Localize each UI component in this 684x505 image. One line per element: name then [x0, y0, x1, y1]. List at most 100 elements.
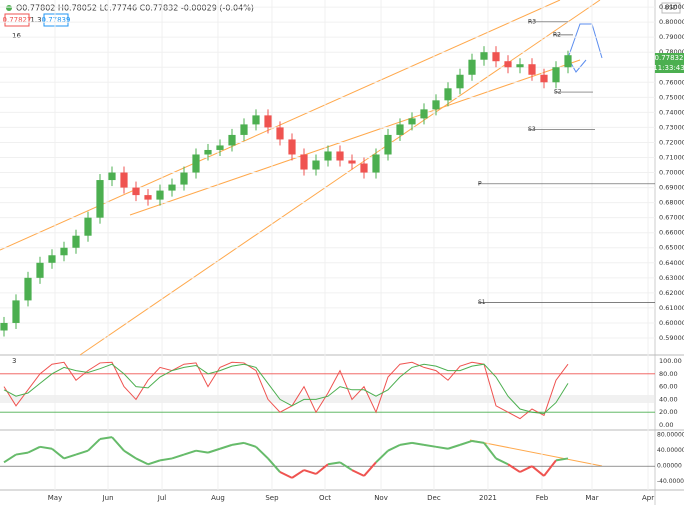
y-tick-label: 40.00000 [657, 447, 684, 454]
y-tick-label: 20.00 [659, 408, 678, 416]
trend-line [79, 0, 601, 356]
momentum-segment [51, 447, 65, 460]
momentum-segment [195, 449, 209, 454]
y-tick-label: 0.79000 [659, 33, 684, 41]
momentum-segment [483, 442, 497, 460]
momentum-segment [99, 436, 113, 441]
momentum-segment [159, 457, 173, 462]
currency: USD [665, 5, 678, 12]
y-tick-label: 0.65000 [659, 244, 684, 252]
x-tick-label: Aug [211, 494, 225, 502]
candle-body [144, 195, 152, 200]
candle-body [168, 184, 176, 191]
momentum-segment [147, 459, 161, 466]
y-tick-label: 0.76000 [659, 78, 684, 86]
candle-body [216, 145, 224, 150]
x-tick-label: May [48, 494, 62, 502]
y-tick-label: 0.71000 [659, 153, 684, 161]
momentum-segment [339, 461, 353, 471]
currency-box[interactable] [661, 2, 681, 14]
pivot-label: S1 [478, 299, 486, 306]
x-tick-label: Oct [319, 494, 331, 502]
candle-body [336, 151, 344, 161]
y-tick-label: 0.61000 [659, 304, 684, 312]
y-tick-label: 100.00 [659, 357, 682, 365]
candle-body [516, 64, 524, 68]
y-tick-label: 0.74000 [659, 108, 684, 116]
momentum-segment [435, 445, 449, 450]
trend-line [469, 439, 603, 467]
momentum-segment [243, 441, 257, 448]
momentum-segment [27, 445, 41, 454]
candle-body [564, 55, 572, 68]
spread: 1.3 [30, 16, 41, 24]
y-tick-label: 60.00 [659, 383, 678, 391]
x-tick-label: Feb [536, 494, 549, 502]
momentum-segment [207, 447, 221, 454]
momentum-segment [123, 449, 137, 460]
y-tick-label: 0.60000 [659, 319, 684, 327]
x-tick-label: Jul [157, 494, 167, 502]
candle-body [228, 134, 236, 146]
candle-body [84, 217, 92, 236]
candle-body [264, 115, 272, 128]
momentum-segment [183, 449, 197, 456]
y-tick-label: 0.75000 [659, 93, 684, 101]
candle-body [456, 74, 464, 89]
momentum-segment [471, 439, 485, 444]
momentum-segment [291, 469, 305, 479]
y-tick-label: 0.70000 [659, 169, 684, 177]
candle-body [156, 190, 164, 200]
candle-body [360, 163, 368, 173]
momentum-segment [411, 441, 425, 446]
momentum-segment [279, 471, 293, 479]
price-tag [655, 53, 684, 73]
candle-body [120, 172, 128, 188]
momentum-segment [231, 441, 245, 446]
candle-body [132, 187, 140, 196]
y-tick-label: 0.73000 [659, 123, 684, 131]
momentum-segment [555, 457, 569, 462]
x-tick-label: Nov [374, 494, 388, 502]
candle-body [36, 262, 44, 278]
status-dot [6, 5, 12, 11]
oscillator-line [3, 361, 569, 420]
momentum-segment [3, 453, 17, 464]
candle-body [444, 88, 452, 101]
y-tick-label: 0.81000 [659, 3, 684, 11]
pivot-label: P [478, 180, 482, 187]
candle-body [72, 235, 80, 248]
ohlc-label: O0.77802 H0.78052 L0.77746 C0.77832 -0.0… [16, 4, 254, 13]
ask: 0.77839 [42, 16, 71, 24]
candle-body [204, 149, 212, 155]
candle-body [240, 124, 248, 135]
momentum-segment [219, 443, 233, 450]
indicator-count[interactable]: 16 [12, 32, 21, 40]
momentum-segment [459, 440, 473, 446]
candle-body [24, 277, 32, 301]
candle-body [192, 154, 200, 173]
stoch-band [0, 395, 655, 403]
candle-body [492, 52, 500, 62]
momentum-segment [423, 443, 437, 448]
bid-box[interactable] [4, 13, 30, 27]
momentum-segment [15, 451, 29, 456]
candle-body [468, 59, 476, 75]
ask-box[interactable] [43, 13, 69, 27]
momentum-segment [399, 441, 413, 446]
momentum-segment [495, 457, 509, 466]
stoch-label[interactable]: 3 [12, 357, 16, 365]
pivot-label: S2 [554, 89, 562, 96]
candle-body [60, 247, 68, 256]
pivot-label: R3 [528, 18, 536, 25]
oscillator-line [3, 363, 569, 415]
y-tick-label: 0.68000 [659, 199, 684, 207]
y-tick-label: 0.66000 [659, 229, 684, 237]
projection [567, 23, 603, 59]
candle-body [372, 154, 380, 173]
momentum-segment [363, 461, 377, 477]
candle-body [48, 255, 56, 263]
candle-body [0, 322, 8, 331]
